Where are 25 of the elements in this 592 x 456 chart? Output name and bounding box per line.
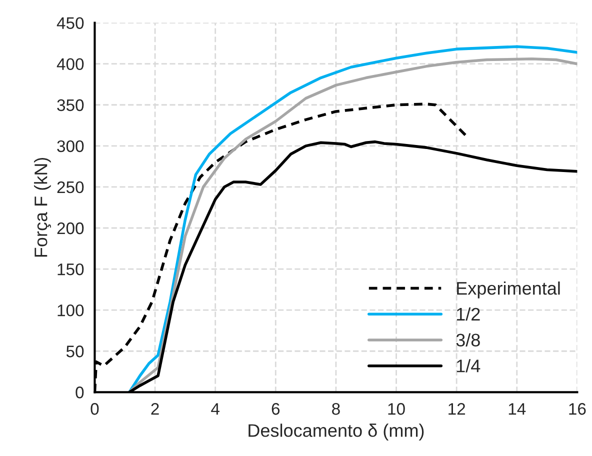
- y-tick-label: 150: [58, 263, 84, 276]
- legend-label: 1/2: [456, 307, 480, 321]
- x-tick-label: 16: [569, 403, 586, 415]
- x-tick-label: 14: [508, 403, 526, 415]
- y-tick-label: 350: [57, 99, 84, 112]
- x-axis-title: Deslocamento δ (mm): [248, 424, 424, 440]
- legend-label: 3/8: [456, 333, 480, 346]
- legend-label: 1/4: [456, 359, 480, 372]
- y-tick-label: 100: [58, 304, 84, 316]
- legend-label: Experimental: [457, 282, 560, 298]
- x-tick-label: 10: [388, 403, 405, 415]
- y-tick-label: 400: [56, 58, 84, 70]
- x-tick-label: 0: [90, 403, 99, 415]
- x-tick-label: 8: [332, 403, 340, 415]
- x-tick-label: 2: [151, 403, 159, 415]
- y-axis-title: Força F (kN): [34, 158, 51, 257]
- y-tick-label: 300: [57, 140, 84, 152]
- y-tick-label: 450: [56, 17, 84, 30]
- y-tick-label: 0: [76, 386, 84, 398]
- x-tick-label: 12: [448, 403, 466, 415]
- y-tick-label: 200: [57, 222, 84, 234]
- x-tick-label: 6: [272, 403, 280, 415]
- y-tick-label: 250: [57, 181, 84, 194]
- x-tick-label: 4: [211, 403, 220, 415]
- y-tick-label: 50: [66, 346, 84, 358]
